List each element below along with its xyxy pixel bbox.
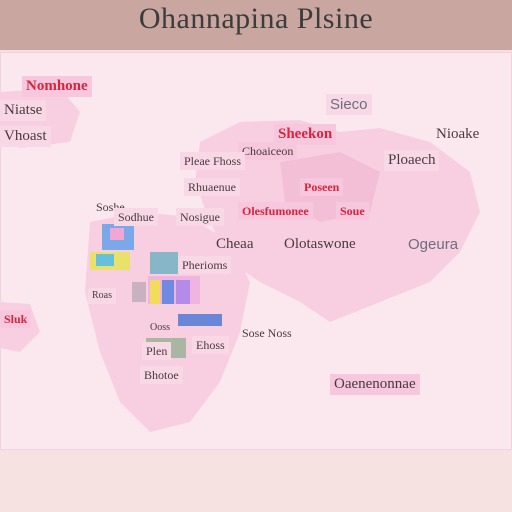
map-label[interactable]: Nioake [436, 126, 480, 142]
header-bar [0, 0, 512, 50]
map-label[interactable]: Sieco [326, 94, 372, 115]
map-label[interactable]: Niatse [0, 100, 47, 121]
map-label[interactable]: Nosigue [176, 208, 224, 226]
map-label[interactable]: Roas [88, 288, 116, 304]
map-label[interactable]: Rhuaenue [184, 178, 240, 196]
map-panel[interactable]: Nomhone Niatse Vhoast Sieco Sheekon Nioa… [0, 52, 512, 450]
color-block-yellow-2 [150, 280, 160, 304]
color-block-teal [150, 252, 178, 274]
color-block-grey [132, 282, 146, 302]
map-label[interactable]: Oaenenonnae [330, 374, 420, 395]
map-label[interactable]: Plen [142, 342, 172, 360]
map-label[interactable]: Soue [336, 202, 369, 220]
color-block-cyan [96, 254, 114, 266]
footer-bar [0, 450, 512, 512]
map-label[interactable]: Cheaa [216, 236, 254, 252]
map-label[interactable]: Ogeura [408, 236, 459, 253]
map-label[interactable]: Poseen [300, 178, 344, 196]
map-label[interactable]: Pleae Fhoss [180, 152, 245, 170]
map-label[interactable]: Olesfumonee [238, 202, 313, 220]
map-label[interactable]: Ehoss [192, 336, 229, 354]
color-block-blue-2 [162, 280, 174, 304]
map-label[interactable]: Ploaech [384, 150, 440, 171]
map-label[interactable]: Bhotoe [140, 366, 183, 384]
map-label[interactable]: Sluk [0, 310, 32, 328]
map-label[interactable]: Sodhue [114, 208, 158, 226]
map-label[interactable]: Ooss [150, 322, 171, 333]
color-block-pink [110, 228, 124, 240]
map-title: Ohannapina Plsine [138, 2, 374, 35]
map-label[interactable]: Vhoast [0, 126, 51, 147]
map-label[interactable]: Sose Noss [242, 326, 292, 340]
map-label[interactable]: Olotaswone [284, 236, 356, 252]
map-label[interactable]: Pherioms [178, 256, 232, 274]
map-label[interactable]: Nomhone [22, 76, 92, 97]
color-block-blue-3 [178, 314, 222, 326]
color-block-purple [176, 280, 190, 304]
map-label[interactable]: Sheekon [274, 124, 337, 145]
map-label[interactable]: Choaiceon [238, 142, 298, 160]
